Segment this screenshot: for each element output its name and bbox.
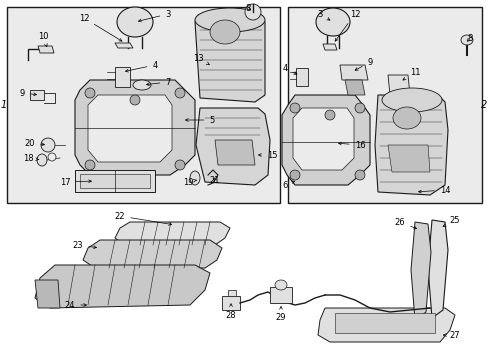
Polygon shape	[387, 75, 409, 95]
Text: 16: 16	[338, 140, 365, 149]
Polygon shape	[387, 145, 429, 172]
Bar	[227, 290, 236, 296]
Ellipse shape	[274, 280, 286, 290]
Bar	[334, 313, 434, 333]
Ellipse shape	[354, 170, 364, 180]
Text: 23: 23	[73, 240, 96, 249]
Ellipse shape	[392, 107, 420, 129]
Text: 2: 2	[480, 100, 486, 110]
Ellipse shape	[175, 88, 184, 98]
Ellipse shape	[289, 170, 299, 180]
Ellipse shape	[190, 171, 200, 185]
Ellipse shape	[381, 88, 441, 112]
Text: 9: 9	[20, 89, 37, 98]
Ellipse shape	[460, 35, 472, 45]
Bar	[75, 170, 155, 192]
Ellipse shape	[354, 103, 364, 113]
Bar	[295, 68, 307, 86]
Bar	[80, 174, 150, 188]
Text: 4: 4	[282, 63, 296, 74]
Text: 11: 11	[402, 68, 419, 80]
Polygon shape	[115, 222, 229, 245]
Text: 20: 20	[25, 139, 44, 148]
Polygon shape	[30, 90, 44, 100]
Text: 12: 12	[334, 9, 360, 41]
Ellipse shape	[325, 110, 334, 120]
Ellipse shape	[117, 7, 153, 37]
Polygon shape	[323, 44, 336, 50]
Polygon shape	[35, 280, 60, 308]
Bar	[269, 287, 291, 303]
Polygon shape	[339, 65, 367, 80]
Ellipse shape	[244, 4, 261, 20]
Text: 10: 10	[38, 32, 48, 47]
Bar	[7, 7, 280, 203]
Text: 5: 5	[185, 116, 214, 125]
Polygon shape	[75, 80, 195, 175]
Polygon shape	[196, 108, 269, 185]
Ellipse shape	[133, 80, 151, 90]
Ellipse shape	[130, 95, 140, 105]
Text: 7: 7	[146, 77, 170, 86]
Text: 14: 14	[418, 185, 449, 194]
Text: 1: 1	[1, 100, 7, 110]
Ellipse shape	[209, 20, 240, 44]
Text: 6: 6	[282, 180, 294, 189]
Polygon shape	[38, 46, 54, 53]
Polygon shape	[317, 308, 454, 342]
Text: 18: 18	[22, 153, 39, 162]
Ellipse shape	[175, 160, 184, 170]
Polygon shape	[345, 80, 364, 95]
Text: 15: 15	[258, 150, 277, 159]
Text: 24: 24	[64, 301, 86, 310]
Text: 17: 17	[60, 177, 91, 186]
Text: 28: 28	[225, 304, 236, 320]
Text: 12: 12	[79, 14, 122, 41]
Bar	[287, 7, 481, 203]
Text: 9: 9	[354, 58, 372, 70]
Text: 4: 4	[125, 60, 157, 72]
Ellipse shape	[85, 88, 95, 98]
Polygon shape	[427, 220, 447, 318]
Polygon shape	[195, 15, 264, 102]
Ellipse shape	[41, 138, 55, 152]
Text: 3: 3	[317, 9, 329, 20]
Ellipse shape	[289, 103, 299, 113]
Text: 22: 22	[115, 212, 171, 225]
Text: 19: 19	[183, 177, 196, 186]
Text: 8: 8	[245, 4, 250, 13]
Text: 8: 8	[467, 33, 472, 42]
Polygon shape	[88, 95, 172, 162]
Ellipse shape	[37, 154, 47, 166]
Text: 29: 29	[275, 307, 285, 323]
Text: 27: 27	[443, 330, 459, 339]
Bar	[222, 296, 240, 310]
Ellipse shape	[315, 8, 349, 36]
Polygon shape	[215, 140, 254, 165]
Polygon shape	[410, 222, 430, 320]
Polygon shape	[282, 95, 369, 185]
Text: 25: 25	[442, 216, 459, 226]
Bar	[115, 67, 130, 87]
Text: 13: 13	[192, 54, 209, 64]
Ellipse shape	[195, 8, 264, 32]
Polygon shape	[115, 43, 133, 48]
Polygon shape	[292, 108, 353, 170]
Polygon shape	[35, 265, 209, 308]
Ellipse shape	[85, 160, 95, 170]
Polygon shape	[83, 240, 222, 268]
Text: 3: 3	[138, 9, 170, 22]
Ellipse shape	[48, 153, 56, 161]
Polygon shape	[374, 95, 447, 195]
Text: 26: 26	[394, 217, 416, 229]
Text: 21: 21	[209, 176, 220, 185]
